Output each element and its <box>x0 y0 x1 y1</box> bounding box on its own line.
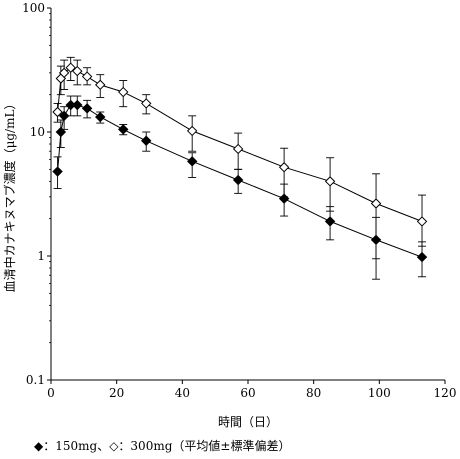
axis-ticks: 0 20 40 60 80 100 120 0.1 1 10 100 <box>22 1 456 400</box>
data-point <box>324 216 336 227</box>
data-point <box>58 67 70 79</box>
x-tick-label: 100 <box>368 386 391 400</box>
data-point <box>58 110 70 122</box>
data-point <box>81 71 93 82</box>
data-point <box>72 65 83 77</box>
series-1 <box>52 95 428 280</box>
data-point <box>141 98 152 109</box>
data-point <box>186 156 198 167</box>
data-point <box>370 198 382 209</box>
data-series <box>52 56 428 280</box>
x-axis-label: 時間（日） <box>218 415 278 429</box>
data-point <box>416 251 428 263</box>
data-point <box>72 99 83 111</box>
data-point <box>324 176 336 187</box>
data-point <box>52 166 63 177</box>
data-point <box>52 106 63 118</box>
data-point <box>65 62 76 73</box>
x-tick-label: 80 <box>306 386 321 400</box>
data-point <box>232 174 244 186</box>
data-point <box>141 135 152 146</box>
data-point <box>118 124 129 135</box>
y-axis-label: 血清中カナキヌマブ濃度（μg/mL） <box>2 98 17 293</box>
y-tick-label: 1 <box>37 249 45 263</box>
y-tick-label: 0.1 <box>26 373 45 387</box>
data-point <box>95 79 106 91</box>
x-tick-label: 120 <box>434 386 457 400</box>
data-point <box>232 143 244 155</box>
plot-axes <box>50 8 445 381</box>
x-tick-label: 20 <box>109 386 124 400</box>
data-point <box>55 126 67 138</box>
y-tick-label: 10 <box>30 125 45 139</box>
x-tick-label: 60 <box>240 386 255 400</box>
series-2 <box>52 56 428 260</box>
x-tick-label: 40 <box>175 386 190 400</box>
data-point <box>278 162 290 173</box>
legend-caption: ◆：150mg、◇：300mg（平均値±標準偏差） <box>34 439 291 453</box>
data-point <box>81 103 93 114</box>
x-tick-label: 0 <box>47 386 55 400</box>
data-point <box>95 111 106 123</box>
series-line <box>57 67 423 222</box>
data-point <box>416 216 428 227</box>
y-tick-label: 100 <box>22 1 45 15</box>
data-point <box>186 125 198 137</box>
data-point <box>118 86 129 98</box>
